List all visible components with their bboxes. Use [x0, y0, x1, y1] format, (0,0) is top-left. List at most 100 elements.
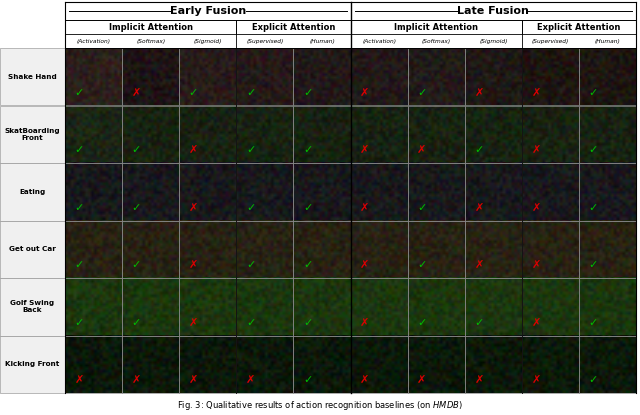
Text: Implicit Attention: Implicit Attention	[109, 22, 193, 32]
Text: ✗: ✗	[132, 88, 141, 98]
Text: ✗: ✗	[417, 375, 427, 386]
Bar	[465, 220, 522, 278]
Text: ✓: ✓	[132, 318, 141, 328]
Bar	[408, 278, 465, 335]
Bar	[522, 48, 579, 105]
Bar	[351, 163, 408, 220]
Text: ✓: ✓	[589, 260, 598, 270]
Bar	[522, 163, 579, 220]
Bar	[351, 335, 408, 393]
Text: ✗: ✗	[132, 375, 141, 386]
Bar	[122, 48, 179, 105]
Text: ✓: ✓	[417, 203, 427, 213]
Bar	[65, 105, 122, 163]
Bar	[293, 163, 351, 220]
Text: ✗: ✗	[531, 260, 541, 270]
Text: ✗: ✗	[75, 375, 84, 386]
Text: ✓: ✓	[589, 145, 598, 155]
Text: ✗: ✗	[360, 375, 369, 386]
Bar	[122, 335, 179, 393]
Text: Golf Swing
Back: Golf Swing Back	[10, 300, 54, 313]
Bar	[179, 163, 236, 220]
Bar	[236, 335, 293, 393]
Text: (Softmax): (Softmax)	[422, 39, 451, 44]
Bar	[0, 278, 65, 335]
Text: ✗: ✗	[360, 203, 369, 213]
Text: ✓: ✓	[417, 318, 427, 328]
Text: ✗: ✗	[189, 203, 198, 213]
Text: ✗: ✗	[360, 318, 369, 328]
Bar	[408, 105, 465, 163]
Bar	[293, 105, 351, 163]
Text: Late Fusion: Late Fusion	[458, 6, 529, 16]
Text: ✓: ✓	[303, 88, 312, 98]
Text: (Sigmoid): (Sigmoid)	[193, 39, 222, 44]
Bar	[122, 278, 179, 335]
Text: ✓: ✓	[75, 145, 84, 155]
Bar	[579, 48, 636, 105]
Bar	[408, 163, 465, 220]
Bar	[122, 220, 179, 278]
Bar	[465, 278, 522, 335]
Text: ✓: ✓	[474, 318, 484, 328]
Text: ✗: ✗	[360, 145, 369, 155]
Text: ✓: ✓	[474, 145, 484, 155]
Text: ✓: ✓	[246, 88, 255, 98]
Text: ✗: ✗	[531, 375, 541, 386]
Bar	[179, 220, 236, 278]
Text: ✓: ✓	[132, 260, 141, 270]
Bar	[0, 2, 640, 48]
Text: ✓: ✓	[417, 260, 427, 270]
Text: ✗: ✗	[189, 145, 198, 155]
Text: ✗: ✗	[531, 88, 541, 98]
Bar	[579, 220, 636, 278]
Text: ✗: ✗	[189, 260, 198, 270]
Bar	[236, 220, 293, 278]
Text: ✓: ✓	[589, 375, 598, 386]
Text: Fig. 3: Qualitative results of action recognition baselines (on $\mathbf{\mathit: Fig. 3: Qualitative results of action re…	[177, 399, 463, 412]
Text: ✗: ✗	[474, 260, 484, 270]
Text: ✓: ✓	[189, 88, 198, 98]
Text: Explicit Attention: Explicit Attention	[252, 22, 335, 32]
Bar	[351, 220, 408, 278]
Text: ✗: ✗	[360, 260, 369, 270]
Bar	[0, 48, 65, 105]
Text: ✗: ✗	[246, 375, 255, 386]
Bar	[0, 105, 65, 163]
Text: ✓: ✓	[589, 88, 598, 98]
Text: (Supervised): (Supervised)	[246, 39, 284, 44]
Bar	[522, 278, 579, 335]
Text: ✓: ✓	[246, 260, 255, 270]
Text: ✓: ✓	[132, 203, 141, 213]
Bar	[351, 278, 408, 335]
Text: ✗: ✗	[474, 375, 484, 386]
Bar	[65, 163, 122, 220]
Text: ✓: ✓	[303, 203, 312, 213]
Bar	[465, 105, 522, 163]
Text: Shake Hand: Shake Hand	[8, 74, 57, 80]
Text: (Activation): (Activation)	[77, 39, 111, 44]
Bar	[579, 335, 636, 393]
Text: Eating: Eating	[19, 189, 45, 195]
Text: ✓: ✓	[417, 88, 427, 98]
Text: ✗: ✗	[417, 145, 427, 155]
Bar	[179, 105, 236, 163]
Text: ✓: ✓	[303, 318, 312, 328]
Text: ✓: ✓	[589, 318, 598, 328]
Text: ✓: ✓	[75, 203, 84, 213]
Text: ✓: ✓	[303, 375, 312, 386]
Text: SkatBoarding
Front: SkatBoarding Front	[4, 128, 60, 141]
Text: ✗: ✗	[474, 88, 484, 98]
Text: ✗: ✗	[360, 88, 369, 98]
Bar	[65, 335, 122, 393]
Bar	[65, 220, 122, 278]
Bar	[236, 105, 293, 163]
Text: (Activation): (Activation)	[362, 39, 396, 44]
Bar	[522, 220, 579, 278]
Text: (Human): (Human)	[595, 39, 620, 44]
Bar	[236, 48, 293, 105]
Bar	[351, 48, 408, 105]
Bar	[236, 163, 293, 220]
Text: (Softmax): (Softmax)	[136, 39, 165, 44]
Text: ✓: ✓	[75, 88, 84, 98]
